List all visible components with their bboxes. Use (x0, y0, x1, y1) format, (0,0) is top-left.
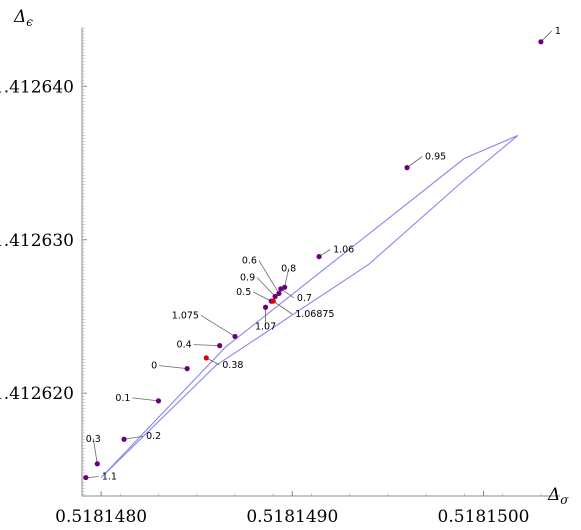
y-axis-title: Δϵ (13, 7, 33, 29)
label-leader-line (406, 156, 423, 168)
data-point (272, 293, 278, 300)
data-points (83, 39, 544, 481)
point-label: 1.06875 (295, 309, 334, 320)
point-label: 0.3 (86, 434, 101, 445)
point-label: 0.8 (281, 263, 296, 274)
x-tick-label: 0.5181480 (55, 507, 147, 527)
data-point (94, 461, 100, 467)
point-label: 0 (151, 361, 157, 372)
y-tick-label: 1.412630 (0, 231, 74, 251)
data-point (83, 474, 89, 481)
point-label: 0.6 (242, 255, 257, 266)
label-leader-line (258, 260, 280, 294)
label-leader-line (200, 315, 236, 337)
label-leader-line (272, 300, 293, 315)
point-label: 0.95 (425, 152, 446, 163)
x-axis-title: Δσ (547, 485, 569, 507)
y-ticks: 1.412620 1.412630 1.412640 (0, 27, 87, 495)
data-point (262, 304, 269, 310)
point-label: 1.06 (333, 245, 354, 256)
data-point (217, 343, 223, 349)
point-label: 0.2 (146, 431, 161, 442)
label-leader-line (253, 291, 272, 302)
boundary-layer (100, 134, 519, 478)
point-label: 0.4 (177, 340, 192, 351)
point-label: 0.7 (297, 293, 312, 304)
point-label: 0.1 (115, 393, 130, 404)
label-leader-line (132, 397, 159, 402)
point-label: 1.075 (172, 310, 199, 321)
y-tick-label: 1.412640 (0, 77, 74, 97)
point-label: 1 (555, 26, 561, 37)
label-leader-line (284, 268, 290, 288)
data-point (155, 398, 162, 404)
data-point (121, 436, 127, 442)
label-leader-line (159, 365, 188, 370)
label-leader-line (256, 277, 276, 297)
data-point (232, 333, 238, 340)
data-point (203, 355, 209, 361)
label-leader-line (124, 435, 144, 440)
label-leader-line (92, 438, 98, 464)
label-leader-line (280, 288, 295, 299)
y-tick-label: 1.412620 (0, 384, 74, 404)
point-label: 0.9 (240, 273, 255, 284)
axes: 0.5181480 0.5181490 0.5181500 1.4126201.41… (0, 7, 569, 527)
point-labels: 0 0.1 0.2 0.3 0.38 0.4 0.5 0.6 0.7 0.8 0.9 0.95 1 1.0… (86, 26, 561, 483)
x-tick-label: 0.5181500 (438, 507, 530, 527)
data-point (276, 290, 282, 297)
point-label: 0.38 (222, 360, 243, 371)
x-tick-label: 0.5181490 (246, 507, 338, 527)
data-point (404, 165, 410, 171)
data-point (282, 284, 288, 290)
point-label: 1.1 (102, 472, 117, 483)
data-point (270, 298, 276, 304)
data-point (184, 366, 190, 372)
point-label: 1.07 (255, 321, 276, 332)
data-point (316, 254, 322, 260)
data-point (538, 39, 544, 45)
point-label: 0.5 (236, 287, 251, 298)
x-ticks: 0.5181480 0.5181490 0.5181500 (55, 491, 542, 527)
label-leader-line (193, 344, 220, 347)
boundary-curve (100, 134, 519, 478)
